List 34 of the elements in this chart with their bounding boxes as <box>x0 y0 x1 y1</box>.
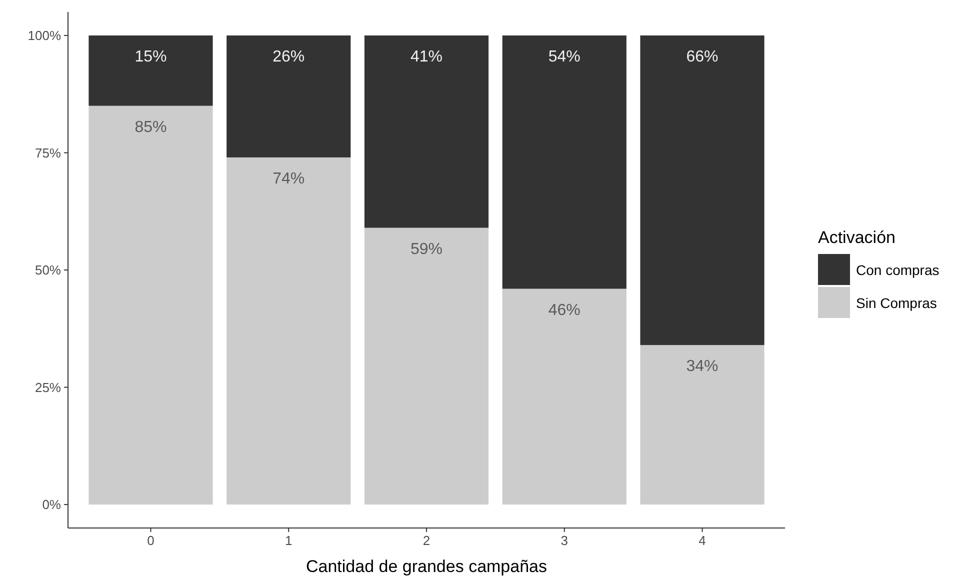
x-tick-label: 0 <box>147 533 154 548</box>
bar <box>640 345 764 505</box>
y-tick-label: 100% <box>28 28 62 44</box>
legend-label: Sin Compras <box>856 294 937 311</box>
x-tick-label: 4 <box>698 533 706 548</box>
y-tick-label: 0% <box>42 497 62 512</box>
x-tick-label: 1 <box>285 533 292 548</box>
legend-label: Con compras <box>856 262 940 278</box>
data-label: 54% <box>548 48 580 66</box>
bar <box>364 35 489 228</box>
data-label: 66% <box>686 48 718 66</box>
data-label: 15% <box>134 48 167 66</box>
data-label: 26% <box>272 48 305 66</box>
data-label: 59% <box>410 240 443 258</box>
bar <box>88 106 213 505</box>
bar <box>502 35 626 289</box>
y-tick-label: 25% <box>34 380 62 395</box>
bar <box>364 228 489 505</box>
y-tick-label: 50% <box>34 262 62 278</box>
data-label: 41% <box>410 48 443 66</box>
data-label: 74% <box>272 170 305 188</box>
bar <box>502 288 626 505</box>
bar <box>226 35 351 158</box>
data-label: 34% <box>686 358 718 376</box>
data-label: 46% <box>548 302 580 319</box>
bar <box>640 35 764 346</box>
data-label: 85% <box>134 118 167 136</box>
y-tick-label: 75% <box>34 145 62 160</box>
legend-title: Activación <box>818 228 896 247</box>
bar <box>226 157 351 505</box>
x-tick-label: 2 <box>422 533 430 548</box>
bar <box>88 35 213 106</box>
x-tick-label: 3 <box>560 533 568 548</box>
x-axis-title: Cantidad de grandes campañas <box>306 557 547 576</box>
